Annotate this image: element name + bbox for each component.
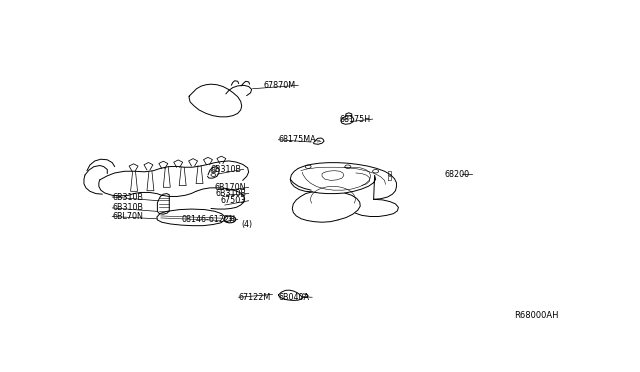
Text: 68200: 68200 (444, 170, 469, 179)
Text: 6BL70N: 6BL70N (112, 212, 143, 221)
Text: 68175MA: 68175MA (278, 135, 316, 144)
Text: 67870M: 67870M (264, 81, 296, 90)
Text: R68000AH: R68000AH (514, 311, 559, 320)
Text: 6B310B: 6B310B (112, 193, 143, 202)
Text: 6B040A: 6B040A (278, 293, 310, 302)
Text: 68175H: 68175H (339, 115, 370, 124)
Text: 6B170N: 6B170N (214, 183, 246, 192)
Text: 6B310B: 6B310B (215, 189, 246, 198)
Text: 6B310B: 6B310B (210, 165, 241, 174)
Text: 08146-6122H: 08146-6122H (181, 215, 236, 224)
Text: (4): (4) (241, 220, 252, 229)
Text: 6B310B: 6B310B (112, 203, 143, 212)
Text: 67122M: 67122M (239, 293, 271, 302)
Text: 67503: 67503 (221, 196, 246, 205)
Text: 3: 3 (228, 217, 232, 222)
